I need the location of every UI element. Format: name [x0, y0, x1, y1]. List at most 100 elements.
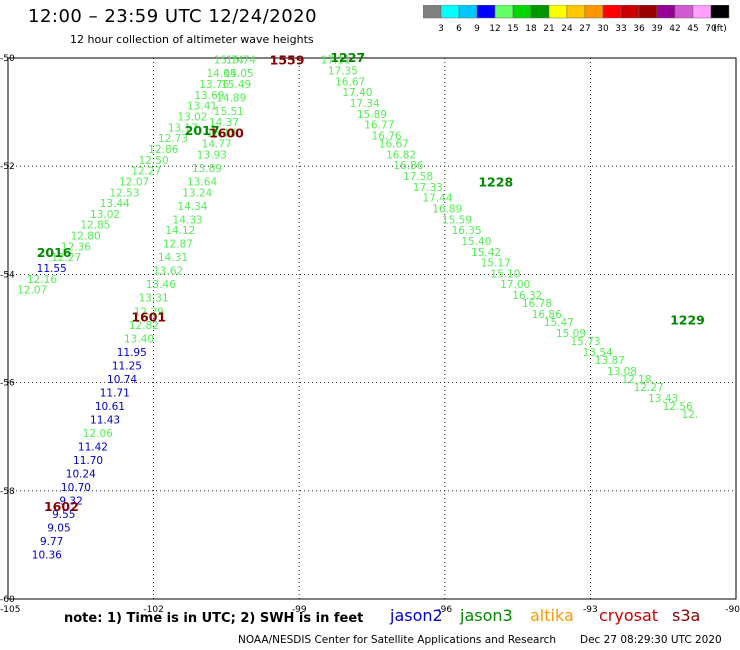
swh-value: 12.85 — [80, 220, 110, 232]
swh-value: 12.82 — [129, 320, 159, 332]
swh-value: 12.27 — [51, 252, 81, 264]
swh-value: 12.36 — [61, 241, 91, 253]
swh-value: 9.32 — [59, 496, 82, 508]
swh-value: 17.11 — [321, 55, 351, 67]
swh-value: 11.25 — [112, 360, 142, 372]
track-time-label: 1559 — [270, 53, 305, 68]
swh-value: 14.05 — [207, 68, 237, 80]
legend-label: 18 — [525, 24, 537, 33]
swh-value: 9.77 — [40, 536, 63, 548]
swh-value: 13.02 — [90, 209, 120, 221]
swh-value: 14.31 — [158, 252, 188, 264]
swh-value: 15.09 — [556, 328, 586, 340]
swh-value: 13.93 — [197, 149, 227, 161]
legend-label: 27 — [579, 24, 590, 33]
swh-value: 16.78 — [522, 298, 552, 310]
lon-tick-label: -93 — [583, 605, 598, 615]
lat-tick-label: -60 — [0, 595, 15, 605]
swh-value: 17.00 — [500, 279, 530, 291]
track-time-label: 1601 — [131, 310, 166, 325]
swh-value: 14.89 — [216, 93, 246, 105]
swh-value: 12.29 — [134, 306, 164, 318]
legend-label: 15 — [507, 24, 518, 33]
track-time-label: 1227 — [330, 50, 365, 65]
swh-value: 14.77 — [202, 139, 232, 151]
map-frame — [7, 57, 737, 600]
swh-value: 12.86 — [148, 144, 178, 156]
swh-value: 13.87 — [595, 355, 625, 367]
swh-value: 15.42 — [471, 247, 501, 259]
legend-label: 70 — [705, 24, 717, 33]
swh-value: 12.80 — [71, 231, 101, 243]
swh-value: 16.86 — [393, 160, 423, 172]
legend-label: 3 — [438, 24, 444, 33]
swh-value: 14.05 — [224, 68, 254, 80]
swh-value: 13.69 — [194, 90, 224, 102]
lon-tick-label: -105 — [0, 605, 20, 615]
swh-value: 13.54 — [583, 347, 613, 359]
swh-value: 16.35 — [452, 225, 482, 237]
legend-label: 24 — [561, 24, 573, 33]
legend-label: 42 — [669, 24, 680, 33]
swh-value: 15.10 — [490, 268, 520, 280]
map-title: 12:00 – 23:59 UTC 12/24/2020 — [28, 6, 318, 27]
swh-value: 15.47 — [544, 317, 574, 329]
swh-value: 15.40 — [461, 236, 491, 248]
swh-value: 14.37 — [209, 117, 239, 129]
lat-tick-label: -54 — [0, 270, 15, 280]
swh-value: 17.44 — [422, 193, 452, 205]
swh-value: 17.40 — [342, 87, 372, 99]
legend-label: 30 — [597, 24, 609, 33]
swh-value: 13.43 — [648, 393, 678, 405]
lat-tick-label: -58 — [0, 487, 15, 497]
swh-value: 11.71 — [100, 387, 130, 399]
timestamp: Dec 27 08:29:30 UTC 2020 — [580, 634, 722, 646]
swh-value: 15.59 — [442, 214, 472, 226]
swh-value: 10.70 — [61, 482, 91, 494]
swh-value: 12.50 — [139, 155, 169, 167]
swh-value: 14.33 — [173, 214, 203, 226]
legend-label: 33 — [615, 24, 626, 33]
swh-value: 16.77 — [364, 120, 394, 132]
swh-value: 12. — [682, 409, 699, 421]
swh-value: 17.58 — [403, 171, 433, 183]
legend-cryosat: cryosat — [599, 606, 659, 625]
swh-value: 12.07 — [119, 176, 149, 188]
swh-value: 12.18 — [621, 374, 651, 386]
legend-swatch — [710, 5, 730, 19]
swh-value: 15.89 — [357, 109, 387, 121]
swh-value: 13.46 — [146, 279, 176, 291]
lon-tick-label: -90 — [725, 605, 740, 615]
swh-value: 11.95 — [117, 347, 147, 359]
swh-value: 15.74 — [214, 55, 244, 67]
legend-label: 12 — [489, 24, 500, 33]
swh-value: 13.76 — [199, 79, 229, 91]
swh-value: 12.27 — [131, 166, 161, 178]
swh-value: 15.73 — [571, 336, 601, 348]
swh-value: 15.17 — [481, 258, 511, 270]
swh-value: 13.41 — [187, 101, 217, 113]
swh-value: 17.35 — [328, 66, 358, 78]
swh-value: 13.89 — [192, 163, 222, 175]
swh-value: 12.27 — [634, 382, 664, 394]
lat-tick-label: -56 — [0, 379, 15, 389]
swh-value: 10.36 — [32, 550, 62, 562]
legend-label: 9 — [474, 24, 480, 33]
swh-value: 16.18 — [207, 128, 237, 140]
swh-value: 9.05 — [47, 523, 70, 535]
swh-value: 15.49 — [221, 79, 251, 91]
swh-value: 12.16 — [27, 274, 57, 286]
swh-value: 17.33 — [413, 182, 443, 194]
track-time-label: 1602 — [44, 499, 79, 514]
legend-label: 39 — [651, 24, 663, 33]
swh-value: 14.34 — [177, 201, 207, 213]
legend-label: 21 — [543, 24, 554, 33]
swh-value: 10.74 — [107, 374, 137, 386]
legend-label: 6 — [456, 24, 462, 33]
swh-value: 13.40 — [124, 333, 154, 345]
swh-value: 13.02 — [177, 112, 207, 124]
lon-tick-label: -102 — [143, 605, 163, 615]
credit-line: NOAA/NESDIS Center for Satellite Applica… — [238, 634, 556, 646]
swh-value: 13.17 — [168, 122, 198, 134]
